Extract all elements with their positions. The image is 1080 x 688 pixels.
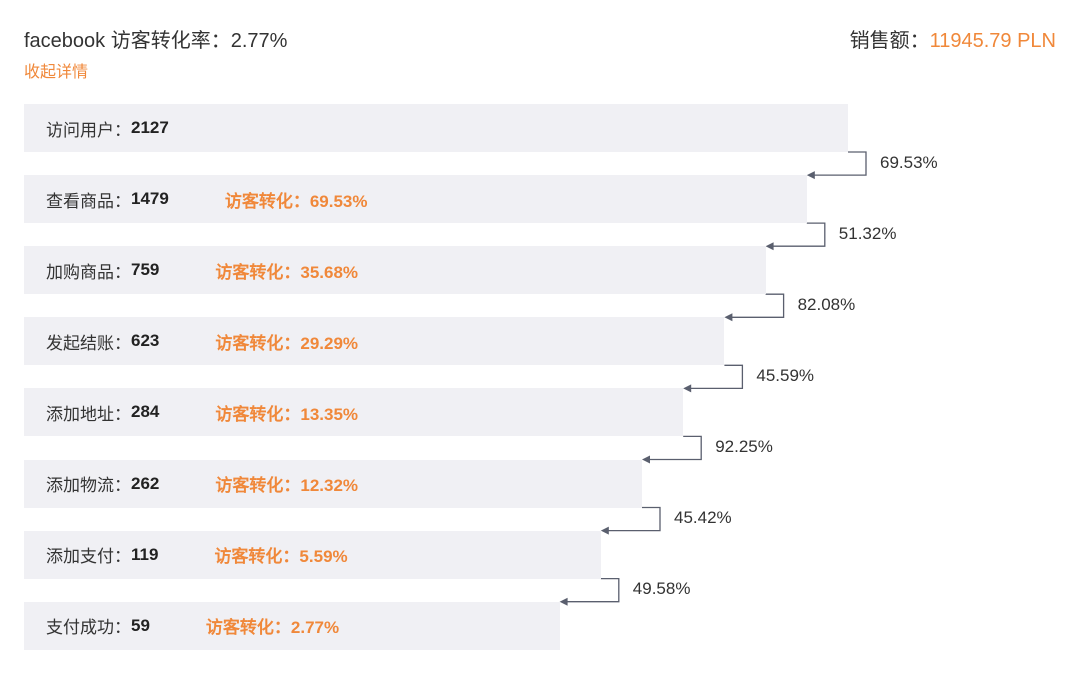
step-conversion: 访客转化：13.35% xyxy=(215,404,359,424)
funnel-bar: 发起结账： 623 访客转化：29.29% xyxy=(24,317,725,366)
step-label: 访问用户： xyxy=(46,120,131,140)
arrowhead xyxy=(559,597,568,606)
sales-label: 销售额： xyxy=(849,30,930,52)
connector xyxy=(606,506,661,532)
step-conversion: 访客转化：5.59% xyxy=(214,547,348,567)
step-conversion: 访客转化：29.29% xyxy=(215,333,359,353)
step-count: 284 xyxy=(131,402,160,422)
step-conversion: 访客转化：12.32% xyxy=(215,476,359,495)
step-conversion: 访客转化：69.53% xyxy=(224,191,368,211)
funnel-bar: 查看商品： 1479 访客转化：69.53% xyxy=(24,175,807,224)
step-rate: 45.59% xyxy=(756,365,815,385)
sales: 销售额：11945.79 PLN xyxy=(850,24,1056,53)
funnel-bar: 添加支付： 119 访客转化：5.59% xyxy=(24,530,601,579)
step-count: 623 xyxy=(131,331,160,351)
step-label: 加购商品： xyxy=(46,262,131,282)
arrowhead xyxy=(724,313,733,322)
toggle-link[interactable]: 收起详情 xyxy=(24,64,89,81)
step-count: 119 xyxy=(131,544,159,564)
funnel-bar: 支付成功： 59 访客转化：2.77% xyxy=(24,601,560,650)
connector xyxy=(771,222,826,247)
arrowhead xyxy=(683,384,692,393)
funnel-bar: 添加地址： 284 访客转化：13.35% xyxy=(24,388,684,437)
connector xyxy=(648,435,702,461)
step-count: 262 xyxy=(131,473,160,493)
funnel-bar: 访问用户： 2127 xyxy=(24,104,848,152)
sales-value: 11945.79 PLN xyxy=(929,30,1056,52)
step-count: 59 xyxy=(131,615,150,635)
step-label: 添加支付： xyxy=(46,547,131,567)
funnel-bar: 加购商品： 759 访客转化：35.68% xyxy=(24,246,766,295)
step-count: 759 xyxy=(131,260,160,280)
funnel-bar: 添加物流： 262 访客转化：12.32% xyxy=(24,459,642,508)
step-label: 支付成功： xyxy=(46,618,131,638)
step-count: 1479 xyxy=(131,189,169,209)
step-conversion: 访客转化：35.68% xyxy=(215,262,359,282)
connector xyxy=(730,293,785,318)
step-conversion: 访客转化：2.77% xyxy=(205,618,340,638)
arrowhead xyxy=(642,455,650,464)
step-label: 查看商品： xyxy=(46,191,131,211)
step-rate: 82.08% xyxy=(797,294,856,314)
title: facebook 访客转化率：2.77% xyxy=(24,30,288,52)
step-label: 添加物流： xyxy=(46,476,131,495)
step-rate: 69.53% xyxy=(880,152,938,172)
step-rate: 45.42% xyxy=(674,508,732,528)
arrowhead xyxy=(765,242,774,251)
step-label: 发起结账： xyxy=(46,333,131,353)
step-count: 2127 xyxy=(131,118,169,137)
connector xyxy=(565,577,620,603)
step-rate: 51.32% xyxy=(838,223,897,243)
arrowhead xyxy=(806,171,815,180)
step-rate: 92.25% xyxy=(715,436,773,456)
connector xyxy=(812,151,867,176)
connector xyxy=(689,364,744,390)
step-label: 添加地址： xyxy=(46,404,131,424)
arrowhead xyxy=(600,526,609,535)
step-rate: 49.58% xyxy=(632,579,691,599)
